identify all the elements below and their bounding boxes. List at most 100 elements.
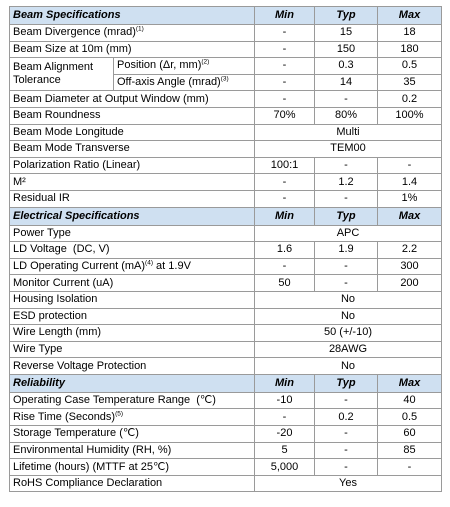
table-row: LD Operating Current (mA)(4) at 1.9V - -…	[9, 257, 442, 276]
typ-column-header: Typ	[314, 206, 378, 226]
typ-value: -	[314, 257, 378, 276]
typ-value: 14	[314, 73, 378, 92]
max-value: 40	[377, 391, 442, 410]
table-row: Beam Divergence (mrad)(1) - 15 18	[9, 24, 442, 42]
value-span: No	[254, 357, 442, 375]
max-value: -	[377, 156, 442, 175]
angle-label: Off-axis Angle (mrad)(3)	[113, 73, 255, 92]
value-span: APC	[254, 224, 442, 243]
table-row: Beam Roundness 70% 80% 100%	[9, 106, 442, 125]
max-value: 2.2	[377, 241, 442, 259]
max-column-header: Max	[377, 206, 442, 226]
min-value: -	[254, 408, 315, 427]
param-label: Beam Size at 10m (mm)	[9, 40, 255, 59]
typ-value: -	[314, 156, 378, 175]
min-value: -	[254, 90, 315, 108]
min-value: 100:1	[254, 156, 315, 175]
param-label: Beam Diameter at Output Window (mm)	[9, 90, 255, 108]
beam-header-row: Beam Specifications Min Typ Max	[9, 6, 442, 25]
param-label: Beam Divergence (mrad)(1)	[9, 24, 255, 42]
param-label: Residual IR	[9, 189, 255, 208]
min-value: 5	[254, 441, 315, 460]
table-row: Rise Time (Seconds)(5) - 0.2 0.5	[9, 408, 442, 427]
typ-value: -	[314, 274, 378, 292]
typ-value: -	[314, 189, 378, 208]
max-value: 300	[377, 257, 442, 276]
min-column-header: Min	[254, 206, 315, 226]
typ-value: 1.9	[314, 241, 378, 259]
min-value: -	[254, 189, 315, 208]
param-label: Polarization Ratio (Linear)	[9, 156, 255, 175]
typ-value: 0.3	[314, 57, 378, 75]
typ-value: -	[314, 458, 378, 476]
min-value: -	[254, 24, 315, 42]
min-column-header: Min	[254, 6, 315, 25]
param-label: Wire Length (mm)	[9, 324, 255, 342]
param-label: Beam Mode Longitude	[9, 123, 255, 142]
min-value: -	[254, 173, 315, 191]
param-label: Reverse Voltage Protection	[9, 357, 255, 375]
typ-value: -	[314, 425, 378, 443]
max-value: 35	[377, 73, 442, 92]
typ-value: 1.2	[314, 173, 378, 191]
value-span: TEM00	[254, 140, 442, 158]
typ-value: 80%	[314, 106, 378, 125]
table-row: M² - 1.2 1.4	[9, 173, 442, 191]
max-value: 1%	[377, 189, 442, 208]
beam-section-title: Beam Specifications	[9, 6, 255, 25]
spec-sheet: Beam Specifications Min Typ Max Beam Div…	[9, 6, 442, 493]
max-value: 200	[377, 274, 442, 292]
param-label: LD Operating Current (mA)(4) at 1.9V	[9, 257, 255, 276]
param-label: Beam Roundness	[9, 106, 255, 125]
table-row: Beam Mode Transverse TEM00	[9, 140, 442, 158]
max-value: 1.4	[377, 173, 442, 191]
typ-value: -	[314, 391, 378, 410]
value-span: No	[254, 307, 442, 326]
min-value: -10	[254, 391, 315, 410]
param-label: Storage Temperature (℃)	[9, 425, 255, 443]
electrical-header-row: Electrical Specifications Min Typ Max	[9, 206, 442, 226]
min-value: 1.6	[254, 241, 315, 259]
param-label: Lifetime (hours) (MTTF at 25℃)	[9, 458, 255, 476]
max-value: 0.5	[377, 57, 442, 75]
table-row: Environmental Humidity (RH, %) 5 - 85	[9, 441, 442, 460]
reliability-header-row: Reliability Min Typ Max	[9, 373, 442, 393]
table-row: Monitor Current (uA) 50 - 200	[9, 274, 442, 292]
max-column-header: Max	[377, 6, 442, 25]
max-value: 0.2	[377, 90, 442, 108]
param-label: Rise Time (Seconds)(5)	[9, 408, 255, 427]
table-row: Beam Mode Longitude Multi	[9, 123, 442, 142]
min-column-header: Min	[254, 373, 315, 393]
max-value: 0.5	[377, 408, 442, 427]
max-value: 100%	[377, 106, 442, 125]
param-label: Housing Isolation	[9, 290, 255, 309]
table-row: Operating Case Temperature Range (℃) -10…	[9, 391, 442, 410]
reliability-section-title: Reliability	[9, 373, 255, 393]
param-label: Operating Case Temperature Range (℃)	[9, 391, 255, 410]
max-value: -	[377, 458, 442, 476]
param-label: Environmental Humidity (RH, %)	[9, 441, 255, 460]
min-value: -	[254, 40, 315, 59]
value-span: Yes	[254, 474, 442, 493]
min-value: 50	[254, 274, 315, 292]
table-row: Power Type APC	[9, 224, 442, 243]
table-row: Wire Type 28AWG	[9, 340, 442, 359]
param-label: M²	[9, 173, 255, 191]
typ-value: 150	[314, 40, 378, 59]
table-row: Wire Length (mm) 50 (+/-10)	[9, 324, 442, 342]
electrical-section-title: Electrical Specifications	[9, 206, 255, 226]
alignment-label: Beam Alignment Tolerance	[9, 57, 114, 92]
table-row: ESD protection No	[9, 307, 442, 326]
table-row: Housing Isolation No	[9, 290, 442, 309]
value-span: Multi	[254, 123, 442, 142]
table-row: Beam Alignment Tolerance Position (Δr, mm…	[9, 57, 442, 92]
min-value: 5,000	[254, 458, 315, 476]
value-span: No	[254, 290, 442, 309]
typ-value: 0.2	[314, 408, 378, 427]
table-row: Storage Temperature (℃) -20 - 60	[9, 425, 442, 443]
max-value: 85	[377, 441, 442, 460]
min-value: -	[254, 257, 315, 276]
table-row: Beam Size at 10m (mm) - 150 180	[9, 40, 442, 59]
table-row: RoHS Compliance Declaration Yes	[9, 474, 442, 493]
min-value: 70%	[254, 106, 315, 125]
